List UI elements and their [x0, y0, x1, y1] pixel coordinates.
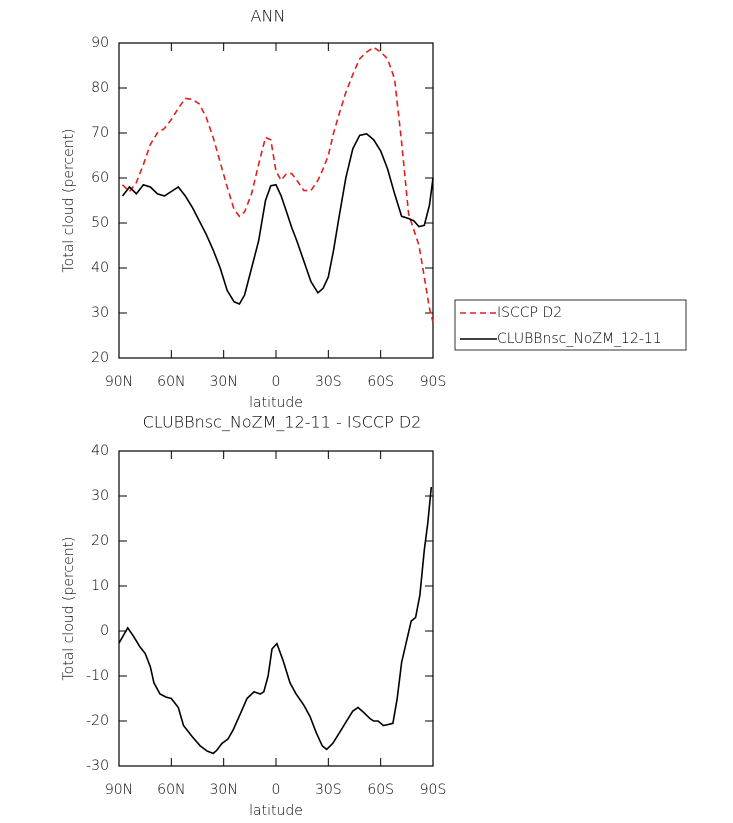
x-tick-label: 30N — [210, 374, 238, 390]
legend-label: CLUBBnsc_NoZM_12-11 — [497, 331, 662, 347]
x-tick-label: 60S — [367, 782, 394, 798]
y-tick-label: 40 — [91, 443, 109, 459]
data-line — [118, 486, 433, 755]
y-tick-label: 60 — [91, 170, 109, 186]
y-tick-label: 10 — [91, 578, 109, 594]
x-axis-label: latitude — [249, 395, 303, 411]
data-line — [121, 46, 434, 323]
x-tick-label: 30S — [315, 782, 342, 798]
x-axis-label: latitude — [249, 803, 303, 819]
x-tick-label: 0 — [272, 782, 281, 798]
x-tick-label: 60S — [367, 374, 394, 390]
y-axis-label: Total cloud (percent) — [61, 536, 77, 680]
x-tick-label: 90S — [420, 374, 447, 390]
y-tick-label: 50 — [91, 215, 109, 231]
y-tick-label: 20 — [91, 533, 109, 549]
x-tick-label: 60N — [157, 374, 185, 390]
legend-box — [454, 299, 687, 351]
y-tick-label: 90 — [91, 35, 109, 51]
y-tick-label: 30 — [91, 305, 109, 321]
chart-title: CLUBBnsc_NoZM_12-11 - ISCCP D2 — [143, 413, 422, 432]
x-tick-label: 90S — [420, 782, 447, 798]
x-tick-label: 30N — [210, 782, 238, 798]
y-tick-label: 20 — [91, 350, 109, 366]
y-tick-label: 70 — [91, 125, 109, 141]
y-tick-label: 30 — [91, 488, 109, 504]
y-tick-label: -30 — [86, 758, 109, 774]
y-axis-label: Total cloud (percent) — [61, 128, 77, 272]
legend-label: ISCCP D2 — [497, 305, 562, 321]
x-tick-label: 60N — [157, 782, 185, 798]
plot-frame — [118, 42, 434, 359]
x-tick-label: 90N — [105, 782, 133, 798]
y-tick-label: -10 — [86, 668, 109, 684]
chart-title: ANN — [251, 7, 286, 26]
plot-frame — [118, 450, 434, 767]
x-tick-label: 0 — [272, 374, 281, 390]
data-line — [121, 133, 434, 306]
y-tick-label: 40 — [91, 260, 109, 276]
x-tick-label: 90N — [105, 374, 133, 390]
y-tick-label: 0 — [100, 623, 109, 639]
y-tick-label: -20 — [86, 713, 109, 729]
x-tick-label: 30S — [315, 374, 342, 390]
y-tick-label: 80 — [91, 80, 109, 96]
